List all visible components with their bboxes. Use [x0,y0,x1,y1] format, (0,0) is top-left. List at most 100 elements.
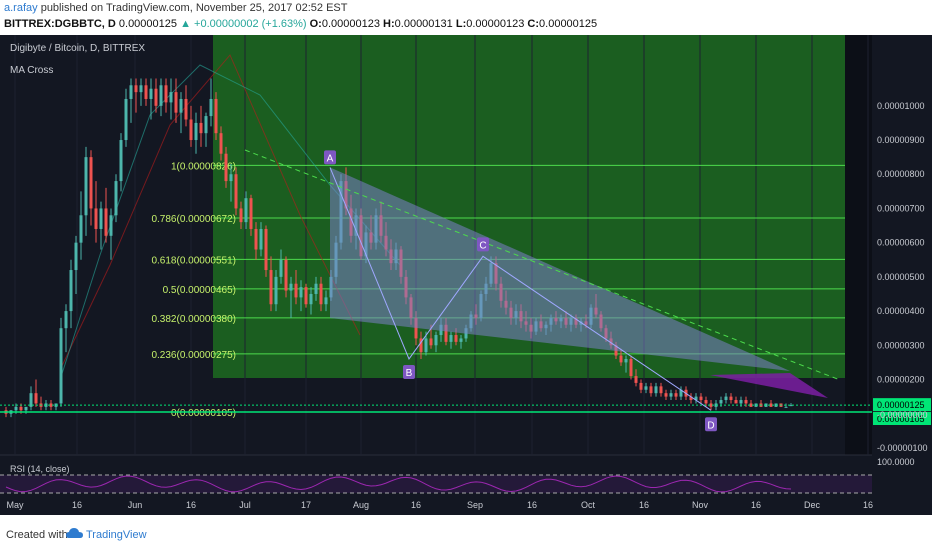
candle-body [114,181,118,216]
candle-body [674,393,678,397]
time-tick-label: Jun [128,500,143,510]
high-label: H: [383,18,395,30]
rsi-axis-label: 100.0000 [877,457,915,467]
candle-body [619,355,623,363]
price-tick-label: -0.00000100 [877,443,928,453]
candle-body [274,276,278,305]
candle-body [644,386,648,390]
candle-body [119,140,123,182]
price-tick-label: 0.00000400 [877,306,925,316]
candle-body [304,287,308,305]
candle-body [94,208,98,229]
candle-body [159,85,163,106]
price-tick-label: -0.00000000 [877,410,928,420]
candle-body [14,406,18,411]
candle-body [724,396,728,401]
candle-body [204,116,208,134]
candle-body [694,396,698,401]
candle-body [699,396,703,401]
tradingview-brand[interactable]: TradingView [86,529,147,541]
pattern-marker-label: A [327,153,334,164]
candle-body [34,393,38,404]
candle-body [324,297,328,305]
candle-body [284,259,288,291]
candle-body [299,287,303,298]
author-link[interactable]: a.rafay [4,2,38,14]
candle-body [109,215,113,236]
candle-body [749,403,753,407]
candle-body [734,400,738,404]
candle-body [104,208,108,236]
candle-body [434,335,438,346]
candle-body [249,198,253,229]
rsi-band [0,475,872,493]
time-tick-label: Aug [353,500,369,510]
low-label: L: [455,18,467,30]
candle-body [294,283,298,298]
candle-body [59,328,63,404]
candle-body [84,157,88,216]
candle-body [279,259,283,277]
last-price: 0.00000125 [118,18,178,30]
candle-body [79,215,83,243]
candle-body [739,400,743,404]
price-tick-label: 0.00000600 [877,238,925,248]
price-chart[interactable]: 1(0.00000826) 0.786(0.00000672) 0.618(0.00… [0,35,932,515]
time-tick-label: Nov [692,500,709,510]
price-tick-label: 0.00000800 [877,169,925,179]
time-tick-label: Oct [581,500,596,510]
pattern-marker-D [705,417,717,432]
pattern-marker-label: B [406,368,413,379]
publish-info: a.rafay published on TradingView.com, No… [4,2,347,14]
dashed-trendline [244,149,841,381]
candle-body [784,406,788,408]
fib-level-label: 0.786(0.00000672) [151,214,236,225]
candle-body [239,208,243,223]
created-with-label: Created with [6,529,68,541]
candle-body [139,85,143,93]
candle-body [179,98,183,113]
fib-level-label: 0.236(0.00000275) [151,350,236,361]
time-tick-label: May [6,500,24,510]
ohlc-bar: BITTREX:DGBBTC, D 0.00000125 ▲ +0.000000… [4,18,597,30]
candle-body [459,338,463,342]
wedge-pattern-fill [330,167,790,371]
candle-body [719,400,723,404]
candle-body [769,403,773,407]
chart-container[interactable]: 1(0.00000826) 0.786(0.00000672) 0.618(0.00… [0,35,932,515]
time-tick-label: Jul [239,500,251,510]
low-value: 0.00000123 [466,18,525,30]
candle-body [764,403,768,407]
time-tick-label: 16 [186,500,196,510]
time-tick-label: 16 [411,500,421,510]
candle-body [209,98,213,117]
close-value: 0.00000125 [539,18,598,30]
price-tick-label: 0.00000500 [877,272,925,282]
candle-body [639,382,643,390]
candle-body [24,406,28,411]
open-value: 0.00000123 [321,18,380,30]
candle-body [244,198,248,223]
candle-body [319,283,323,305]
candle-body [129,85,133,99]
candle-body [259,228,263,250]
candle-body [669,393,673,397]
candle-body [704,400,708,404]
rsi-line [5,475,792,493]
candle-body [634,376,638,383]
candle-body [69,270,73,312]
candle-body [789,405,793,407]
price-change: ▲ +0.00000002 (+1.63%) [180,18,307,30]
price-tick-label: 0.00000300 [877,340,925,350]
symbol-label: BITTREX:DGBBTC, D [4,18,116,30]
candle-body [154,88,158,106]
publish-text: published on TradingView.com, November 2… [37,2,348,14]
candle-body [144,85,148,99]
time-tick-label: 16 [527,500,537,510]
candle-body [269,270,273,305]
candle-body [49,403,53,407]
current-price-tag [873,398,931,412]
candle-body [169,92,173,103]
candle-body [629,358,633,377]
